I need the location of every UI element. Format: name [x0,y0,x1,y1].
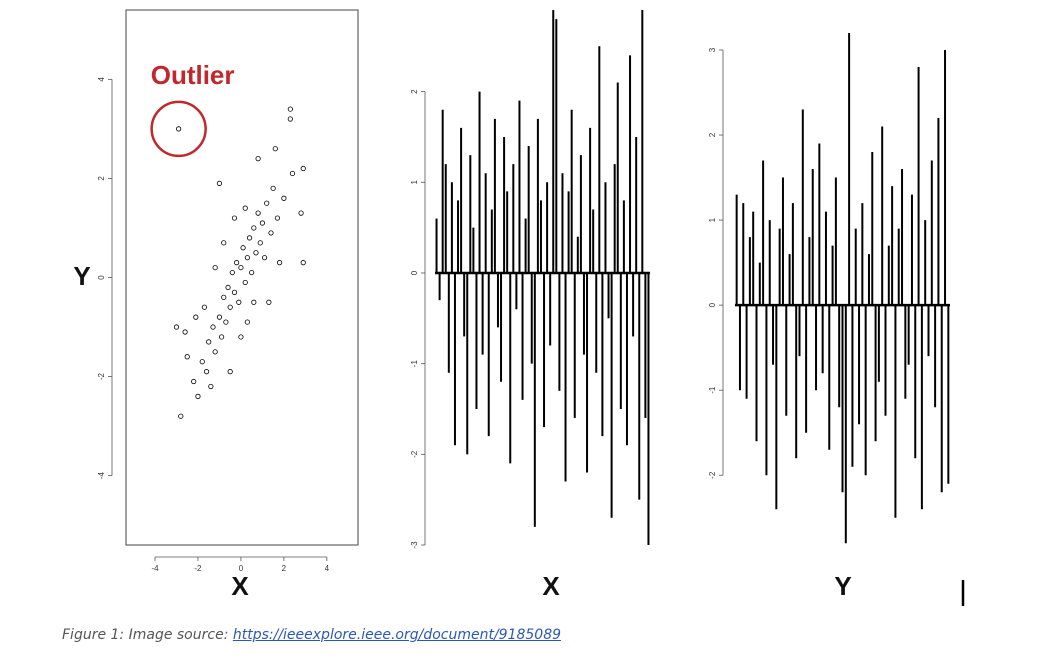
point [246,235,253,241]
point [199,359,205,365]
point [173,324,180,330]
point [182,329,188,335]
point [242,279,248,286]
point [195,393,201,399]
point [268,230,274,236]
point [255,156,261,162]
point [251,299,257,305]
point [234,260,240,266]
point [272,146,278,152]
y-tick-label: 3 [708,47,717,52]
point [238,334,244,340]
point [236,299,242,305]
y-tick-label: 2 [708,132,717,137]
point [193,314,199,320]
point [300,260,306,266]
point [266,299,272,305]
point [206,339,212,345]
point [178,413,184,419]
point [240,245,246,251]
point [218,334,225,340]
x-tick-label: 4 [325,564,330,573]
point [287,106,293,112]
point [259,220,266,226]
x-axis-label: X [231,571,249,601]
point [276,260,283,266]
y-tick-label: 1 [708,217,717,222]
point [244,319,250,325]
caption-link[interactable]: https://ieeexplore.ieee.org/document/918… [232,627,562,643]
outlier-ring [150,100,207,158]
point [229,269,235,276]
y-tick-label: -3 [410,541,419,549]
y-tick-label: 4 [97,77,106,82]
point [191,378,197,385]
point [244,255,250,261]
y-tick-label: 0 [708,302,717,307]
point [231,215,238,221]
point [227,369,233,375]
point [216,314,223,320]
y-tick-label: -2 [708,471,717,479]
annotation: Outlier [151,60,235,90]
caption: Figure 1: Image source: https://ieeexplo… [62,627,561,643]
x-axis-label: Y [834,571,851,601]
point [208,383,214,390]
point [287,116,293,122]
point [242,205,248,211]
y-tick-label: -4 [97,472,106,480]
point [201,304,208,310]
y-tick-label: 1 [410,180,419,185]
point [274,215,281,221]
x-axis-label: X [542,571,560,601]
point [238,264,244,271]
point [289,170,296,177]
outlier-point [176,126,182,132]
point [225,284,231,291]
y-tick-label: 2 [410,89,419,94]
x-tick-label: 2 [282,564,287,573]
y-tick-label: 0 [410,270,419,275]
y-tick-label: 2 [97,176,106,181]
figure: -4 -2 0 2 4 X -4 -2 0 2 4 Y Outlier -3 -2 -1 0 1 2 X -2 -1 0 1 2… [73,9,965,606]
point [203,369,210,375]
point [227,304,233,310]
point [212,264,218,271]
point [223,319,229,325]
y-tick-label: -2 [97,372,106,380]
point [270,185,276,191]
point [221,240,227,246]
y-tick-label: -1 [708,386,717,394]
point [231,289,238,295]
point [300,165,306,172]
y-tick-label: -2 [410,450,419,458]
y-tick-label: 0 [97,275,106,280]
x-tick-label: -4 [151,564,159,573]
point [264,200,270,206]
point [212,349,218,355]
point [257,240,263,246]
point [216,180,223,186]
y-axis-label: Y [73,261,90,291]
point [221,294,227,300]
point [261,255,268,261]
point [281,195,287,201]
x-tick-label: -2 [194,564,202,573]
y-tick-label: -1 [410,360,419,368]
point [253,250,259,256]
point [251,225,257,231]
point [255,210,261,216]
caption-text: Figure 1: Image source: [62,627,233,643]
point [298,210,304,216]
point [249,269,255,276]
point [210,324,216,330]
x-tick-label: 0 [239,564,244,573]
point [184,354,190,360]
plot-frame [125,9,359,546]
